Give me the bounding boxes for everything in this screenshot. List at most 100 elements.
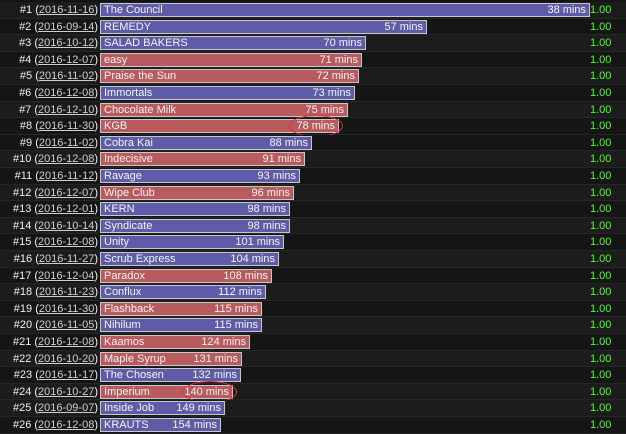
date-link[interactable]: 2016-12-01: [38, 203, 95, 216]
team-name: Wipe Club: [104, 186, 155, 199]
date-link[interactable]: 2016-11-02: [38, 136, 95, 149]
rank-number: #16: [13, 253, 33, 265]
rank-number: #19: [13, 302, 33, 315]
leaderboard-row: #11 (2016-11-12) Ravage 93 mins 1.00: [0, 168, 626, 185]
date-link[interactable]: 2016-11-02: [38, 70, 95, 83]
time-label: 96 mins: [251, 186, 290, 199]
time-label: 115 mins: [214, 302, 258, 315]
date-link[interactable]: 2016-10-12: [38, 37, 95, 50]
rank-number: #21: [12, 336, 32, 348]
date-link[interactable]: 2016-11-17: [38, 369, 95, 382]
date-link[interactable]: 2016-12-04: [38, 269, 95, 282]
time-label: 73 mins: [312, 87, 351, 99]
time-label: 88 mins: [269, 136, 308, 149]
team-name: Syndicate: [104, 219, 153, 232]
time-bar: The Chosen 132 mins: [100, 368, 241, 383]
leaderboard-row: #13 (2016-12-01) KERN 98 mins 1.00: [0, 201, 626, 218]
date-link[interactable]: 2016-12-08: [38, 153, 95, 166]
leaderboard-row: #21 (2016-12-08) Kaamos 124 mins 1.00: [0, 334, 626, 351]
leaderboard-row: #4 (2016-12-07) easy 71 mins 1.00: [0, 51, 626, 69]
date-link[interactable]: 2016-09-07: [38, 402, 95, 415]
rank-cell: #9 (2016-11-02): [19, 136, 98, 149]
leaderboard-row: #14 (2016-10-14) Syndicate 98 mins 1.00: [0, 217, 626, 235]
rank-cell: #5 (2016-11-02): [19, 70, 98, 83]
rank-number: #20: [13, 319, 33, 332]
team-name: Cobra Kai: [104, 136, 153, 149]
time-bar: Chocolate Milk 75 mins: [100, 102, 348, 117]
date-link[interactable]: 2016-12-08: [38, 236, 95, 249]
time-label: 93 mins: [257, 170, 296, 182]
date-link[interactable]: 2016-12-10: [38, 103, 95, 116]
leaderboard-row: #26 (2016-12-08) KRAUTS 154 mins 1.00: [0, 417, 626, 434]
rank-cell: #1 (2016-11-16): [19, 4, 98, 16]
team-name: Kaamos: [104, 336, 145, 348]
time-label: 70 mins: [323, 37, 362, 50]
time-label: 71 mins: [319, 53, 358, 66]
date-link[interactable]: 2016-11-30: [38, 302, 95, 315]
team-name: Ravage: [104, 170, 142, 182]
date-link[interactable]: 2016-10-20: [38, 352, 95, 365]
team-name: Chocolate Milk: [104, 103, 177, 116]
team-name: SALAD BAKERS: [104, 37, 188, 50]
time-label: 108 mins: [223, 269, 268, 282]
rank-number: #5: [19, 70, 33, 83]
time-bar: Syndicate 98 mins: [100, 218, 290, 233]
team-name: Praise the Sun: [104, 70, 177, 83]
rank-cell: #17 (2016-12-04): [12, 269, 98, 282]
rank-cell: #3 (2016-10-12): [19, 37, 98, 50]
time-bar: Paradox 108 mins: [100, 268, 272, 283]
time-bar: KGB 78 mins: [100, 119, 339, 134]
rank-cell: #21 (2016-12-08): [12, 336, 98, 348]
rank-cell: #14 (2016-10-14): [12, 219, 98, 232]
rank-cell: #19 (2016-11-30): [13, 302, 98, 315]
date-link[interactable]: 2016-11-30: [38, 120, 95, 133]
time-bar: Wipe Club 96 mins: [100, 185, 294, 200]
rank-cell: #20 (2016-11-05): [13, 319, 98, 332]
date-link[interactable]: 2016-11-27: [38, 253, 95, 265]
rank-cell: #11 (2016-11-12): [14, 170, 98, 182]
time-label: 98 mins: [247, 203, 286, 216]
date-link[interactable]: 2016-10-27: [38, 385, 95, 398]
date-link[interactable]: 2016-12-08: [38, 87, 95, 99]
leaderboard-row: #10 (2016-12-08) Indecisive 91 mins 1.00: [0, 151, 626, 168]
rank-number: #7: [19, 103, 32, 116]
date-link[interactable]: 2016-12-07: [38, 53, 95, 66]
time-bar: easy 71 mins: [100, 52, 362, 67]
date-link[interactable]: 2016-11-12: [38, 170, 95, 182]
team-name: Indecisive: [104, 153, 153, 166]
rank-number: #23: [13, 369, 33, 382]
date-link[interactable]: 2016-12-08: [38, 419, 95, 431]
rank-cell: #16 (2016-11-27): [13, 253, 98, 265]
time-bar: KERN 98 mins: [100, 202, 290, 217]
date-link[interactable]: 2016-10-14: [38, 219, 95, 232]
rank-cell: #2 (2016-09-14): [19, 20, 98, 33]
time-bar: Conflux 112 mins: [100, 285, 266, 300]
score-value: 1.00: [590, 53, 612, 66]
rank-number: #11: [14, 170, 33, 182]
team-name: KERN: [104, 203, 135, 216]
time-bar: Nihilum 115 mins: [100, 318, 262, 333]
score-value: 1.00: [590, 87, 612, 99]
team-name: KRAUTS: [104, 419, 149, 431]
date-link[interactable]: 2016-11-16: [38, 4, 95, 16]
team-name: Scrub Express: [104, 253, 176, 265]
rank-number: #22: [12, 352, 32, 365]
date-link[interactable]: 2016-09-14: [38, 20, 95, 33]
rank-cell: #26 (2016-12-08): [12, 419, 98, 431]
date-link[interactable]: 2016-11-23: [38, 286, 95, 299]
rank-cell: #22 (2016-10-20): [12, 352, 98, 365]
date-link[interactable]: 2016-11-05: [38, 319, 95, 332]
team-name: The Council: [104, 4, 163, 16]
rank-number: #4: [19, 53, 32, 66]
leaderboard-row: #22 (2016-10-20) Maple Syrup 131 mins 1.00: [0, 350, 626, 368]
date-link[interactable]: 2016-12-08: [38, 336, 95, 348]
rank-cell: #8 (2016-11-30): [19, 120, 98, 133]
time-label: 112 mins: [218, 286, 262, 299]
time-bar: The Council 38 mins: [100, 3, 590, 17]
rank-number: #17: [12, 269, 32, 282]
team-name: The Chosen: [104, 369, 164, 382]
time-label: 149 mins: [176, 402, 221, 415]
team-name: Inside Job: [104, 402, 155, 415]
time-bar: Indecisive 91 mins: [100, 152, 305, 167]
date-link[interactable]: 2016-12-07: [38, 186, 95, 199]
